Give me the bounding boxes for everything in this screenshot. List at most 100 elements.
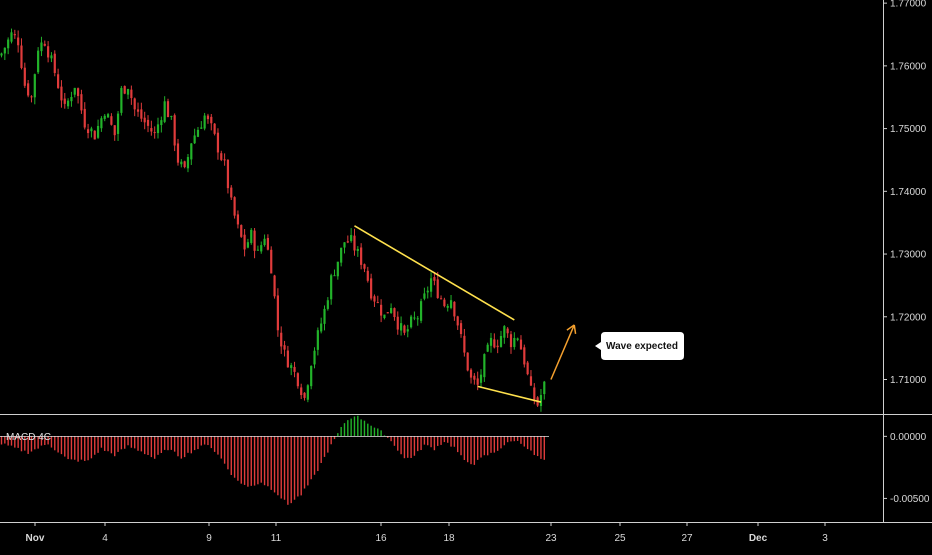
macd-bar — [107, 436, 109, 452]
macd-bar — [513, 436, 516, 442]
candle-body — [193, 135, 196, 144]
candle — [386, 312, 389, 314]
candle-body — [523, 347, 526, 365]
candle-body — [356, 248, 359, 251]
candle — [90, 126, 93, 138]
candle — [203, 112, 206, 131]
macd-bar — [70, 436, 73, 460]
macd-bar — [350, 418, 352, 437]
macd-bar — [353, 416, 356, 437]
macd-bar — [330, 436, 332, 445]
candle-body — [90, 128, 93, 132]
candle — [166, 98, 170, 118]
candle-body — [86, 129, 90, 134]
macd-scale[interactable]: 0.00000 -0.00500 — [883, 432, 930, 505]
candle — [300, 383, 303, 400]
macd-bar — [307, 436, 309, 486]
candle — [409, 314, 413, 329]
macd-bar — [530, 436, 532, 451]
candle — [50, 52, 53, 63]
candle — [76, 87, 80, 104]
candle — [449, 294, 453, 310]
macd-bar — [270, 436, 272, 490]
candle — [356, 246, 359, 257]
macd-bar — [540, 436, 542, 459]
candle — [143, 111, 146, 130]
candle — [543, 380, 546, 400]
candle — [3, 47, 6, 61]
time-tick-label: 25 — [614, 533, 626, 544]
candle — [516, 337, 519, 342]
candle-body — [360, 247, 363, 265]
macd-bar — [84, 436, 86, 461]
candle — [330, 273, 333, 305]
macd-bar — [257, 436, 259, 485]
candle-body — [163, 101, 166, 122]
macd-bar — [80, 436, 83, 460]
candle-body — [386, 312, 389, 314]
candle-body — [33, 74, 36, 98]
candle — [126, 88, 130, 100]
macd-bar — [267, 436, 269, 487]
candle — [150, 120, 153, 136]
candle-body — [519, 339, 523, 350]
macd-bar — [357, 415, 359, 437]
candle-body — [443, 299, 446, 307]
callout-bubble — [595, 332, 684, 360]
macd-bar — [493, 436, 496, 453]
candle — [443, 297, 446, 308]
candle — [33, 73, 36, 105]
candle-body — [106, 114, 110, 118]
candle — [346, 235, 349, 244]
macd-bar — [163, 436, 166, 450]
macd-bar — [233, 436, 236, 478]
candle — [380, 299, 383, 323]
time-tick-label: Nov — [26, 533, 45, 544]
macd-bar — [173, 436, 176, 452]
candle-body — [416, 318, 419, 320]
macd-bar — [423, 436, 426, 445]
candle — [343, 242, 346, 254]
macd-bar — [10, 436, 13, 446]
macd-bar — [400, 436, 402, 455]
candle — [373, 294, 376, 307]
macd-bar — [213, 436, 216, 452]
price-scale[interactable]: 1.77000 1.76000 1.75000 1.74000 1.73000 1.720… — [883, 0, 927, 386]
macd-bar — [263, 436, 266, 486]
candle — [170, 115, 173, 120]
candle — [419, 298, 423, 324]
candle — [213, 123, 216, 136]
candle — [499, 330, 503, 348]
candle-body — [499, 335, 503, 347]
macd-bar — [117, 436, 119, 452]
candle — [463, 328, 466, 357]
candle-body — [373, 296, 376, 302]
candle-body — [296, 373, 299, 387]
candle-body — [7, 39, 10, 49]
lower-trendline[interactable] — [477, 385, 542, 403]
macd-bar — [104, 436, 106, 451]
candle — [196, 126, 200, 138]
candle-body — [10, 32, 13, 42]
time-axis[interactable]: Nov 4 9 11 16 18 23 25 27 Dec 3 — [26, 522, 829, 544]
arrow-up[interactable] — [550, 324, 577, 380]
candle — [336, 261, 339, 280]
macd-bar — [167, 436, 169, 451]
candle-body — [17, 37, 20, 46]
indicator-title: MACD 4C — [6, 432, 51, 443]
macd-bar — [407, 436, 409, 458]
candle-body — [180, 161, 183, 165]
macd-bar — [97, 436, 99, 453]
candle-body — [243, 234, 246, 250]
macd-bar — [437, 436, 439, 446]
macd-bar — [170, 436, 173, 450]
macd-bar — [377, 428, 379, 437]
candle — [273, 274, 276, 299]
upper-trendline[interactable] — [354, 225, 515, 321]
candle — [80, 89, 83, 114]
candle-body — [340, 247, 343, 263]
time-tick-label: 23 — [545, 533, 557, 544]
candle-body — [290, 365, 293, 368]
wave-expected-callout: Wave expected — [595, 332, 684, 360]
candle-body — [190, 143, 193, 160]
